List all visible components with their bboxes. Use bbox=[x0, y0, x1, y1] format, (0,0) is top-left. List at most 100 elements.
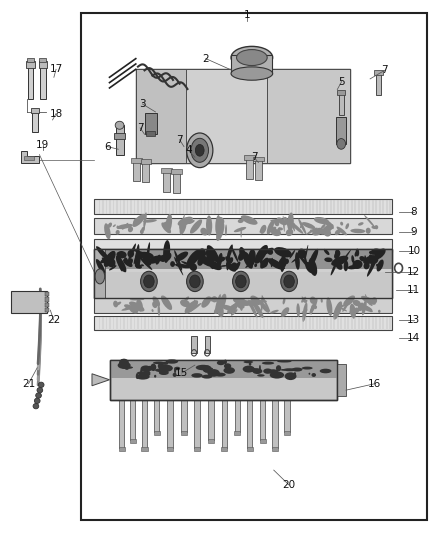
Ellipse shape bbox=[135, 244, 139, 265]
Ellipse shape bbox=[191, 306, 194, 310]
Ellipse shape bbox=[350, 304, 356, 319]
Bar bbox=[151, 317, 153, 329]
Bar bbox=[173, 172, 180, 193]
Text: 22: 22 bbox=[47, 315, 60, 325]
Ellipse shape bbox=[292, 368, 303, 372]
Bar bbox=[99, 200, 100, 214]
Ellipse shape bbox=[233, 298, 250, 305]
Bar bbox=[389, 317, 391, 329]
Ellipse shape bbox=[159, 370, 169, 375]
Ellipse shape bbox=[116, 256, 127, 272]
Bar bbox=[330, 317, 332, 329]
Ellipse shape bbox=[108, 222, 112, 228]
Bar bbox=[102, 317, 104, 329]
Bar bbox=[130, 400, 135, 440]
Ellipse shape bbox=[141, 366, 151, 372]
Bar bbox=[144, 317, 146, 329]
Ellipse shape bbox=[344, 261, 348, 271]
Ellipse shape bbox=[174, 367, 180, 370]
Ellipse shape bbox=[374, 225, 378, 229]
Ellipse shape bbox=[129, 302, 145, 312]
Ellipse shape bbox=[310, 229, 318, 232]
Ellipse shape bbox=[173, 373, 177, 377]
Bar bbox=[136, 69, 186, 163]
Bar bbox=[302, 200, 304, 214]
Ellipse shape bbox=[252, 368, 262, 374]
Ellipse shape bbox=[251, 257, 254, 262]
Bar bbox=[235, 317, 237, 329]
Ellipse shape bbox=[254, 245, 268, 264]
Ellipse shape bbox=[368, 255, 378, 264]
Ellipse shape bbox=[310, 298, 318, 314]
Bar bbox=[211, 317, 212, 329]
Bar bbox=[372, 200, 374, 214]
Text: 8: 8 bbox=[410, 207, 417, 217]
Bar bbox=[190, 317, 191, 329]
Bar bbox=[94, 271, 392, 298]
Ellipse shape bbox=[215, 373, 226, 377]
Bar bbox=[130, 317, 132, 329]
Bar bbox=[389, 200, 391, 214]
Ellipse shape bbox=[324, 249, 329, 255]
Text: 16: 16 bbox=[368, 379, 381, 389]
Ellipse shape bbox=[353, 260, 363, 269]
Bar bbox=[214, 200, 216, 214]
Ellipse shape bbox=[102, 257, 116, 266]
Bar bbox=[232, 200, 233, 214]
Ellipse shape bbox=[202, 366, 212, 373]
Ellipse shape bbox=[95, 269, 105, 284]
Ellipse shape bbox=[308, 249, 318, 268]
Ellipse shape bbox=[343, 295, 355, 306]
Ellipse shape bbox=[302, 367, 313, 369]
Bar bbox=[116, 200, 118, 214]
Ellipse shape bbox=[314, 217, 329, 224]
Ellipse shape bbox=[190, 275, 200, 288]
Bar bbox=[109, 317, 111, 329]
Ellipse shape bbox=[174, 256, 183, 276]
Ellipse shape bbox=[182, 219, 185, 223]
Bar bbox=[288, 200, 290, 214]
Bar bbox=[270, 200, 272, 214]
Bar bbox=[239, 200, 240, 214]
Ellipse shape bbox=[263, 368, 272, 374]
Ellipse shape bbox=[201, 296, 211, 308]
Ellipse shape bbox=[37, 387, 42, 393]
Bar bbox=[246, 317, 247, 329]
Ellipse shape bbox=[208, 297, 221, 302]
Bar bbox=[288, 317, 290, 329]
Ellipse shape bbox=[362, 300, 367, 316]
Ellipse shape bbox=[227, 304, 238, 314]
Bar bbox=[326, 200, 328, 214]
Bar bbox=[151, 200, 153, 214]
Bar bbox=[354, 200, 356, 214]
Bar bbox=[344, 200, 346, 214]
Ellipse shape bbox=[283, 216, 285, 232]
Bar bbox=[316, 200, 318, 214]
Ellipse shape bbox=[161, 295, 172, 310]
Ellipse shape bbox=[271, 229, 281, 236]
Ellipse shape bbox=[231, 67, 272, 80]
Ellipse shape bbox=[147, 366, 153, 371]
Bar bbox=[365, 317, 367, 329]
Bar bbox=[120, 200, 121, 214]
Bar bbox=[361, 317, 363, 329]
Bar bbox=[131, 158, 142, 163]
Ellipse shape bbox=[180, 214, 185, 229]
Bar bbox=[154, 400, 159, 432]
Ellipse shape bbox=[272, 259, 285, 269]
Ellipse shape bbox=[219, 294, 226, 309]
Bar bbox=[119, 447, 125, 451]
Bar bbox=[207, 200, 209, 214]
Ellipse shape bbox=[125, 368, 129, 370]
Bar bbox=[239, 317, 240, 329]
Bar bbox=[162, 200, 163, 214]
Ellipse shape bbox=[237, 50, 267, 66]
Bar bbox=[114, 133, 125, 139]
Ellipse shape bbox=[281, 307, 289, 317]
Ellipse shape bbox=[133, 218, 137, 225]
Bar bbox=[110, 360, 337, 378]
Bar bbox=[208, 400, 214, 440]
Ellipse shape bbox=[376, 264, 382, 269]
Ellipse shape bbox=[189, 303, 201, 312]
Bar bbox=[197, 317, 198, 329]
